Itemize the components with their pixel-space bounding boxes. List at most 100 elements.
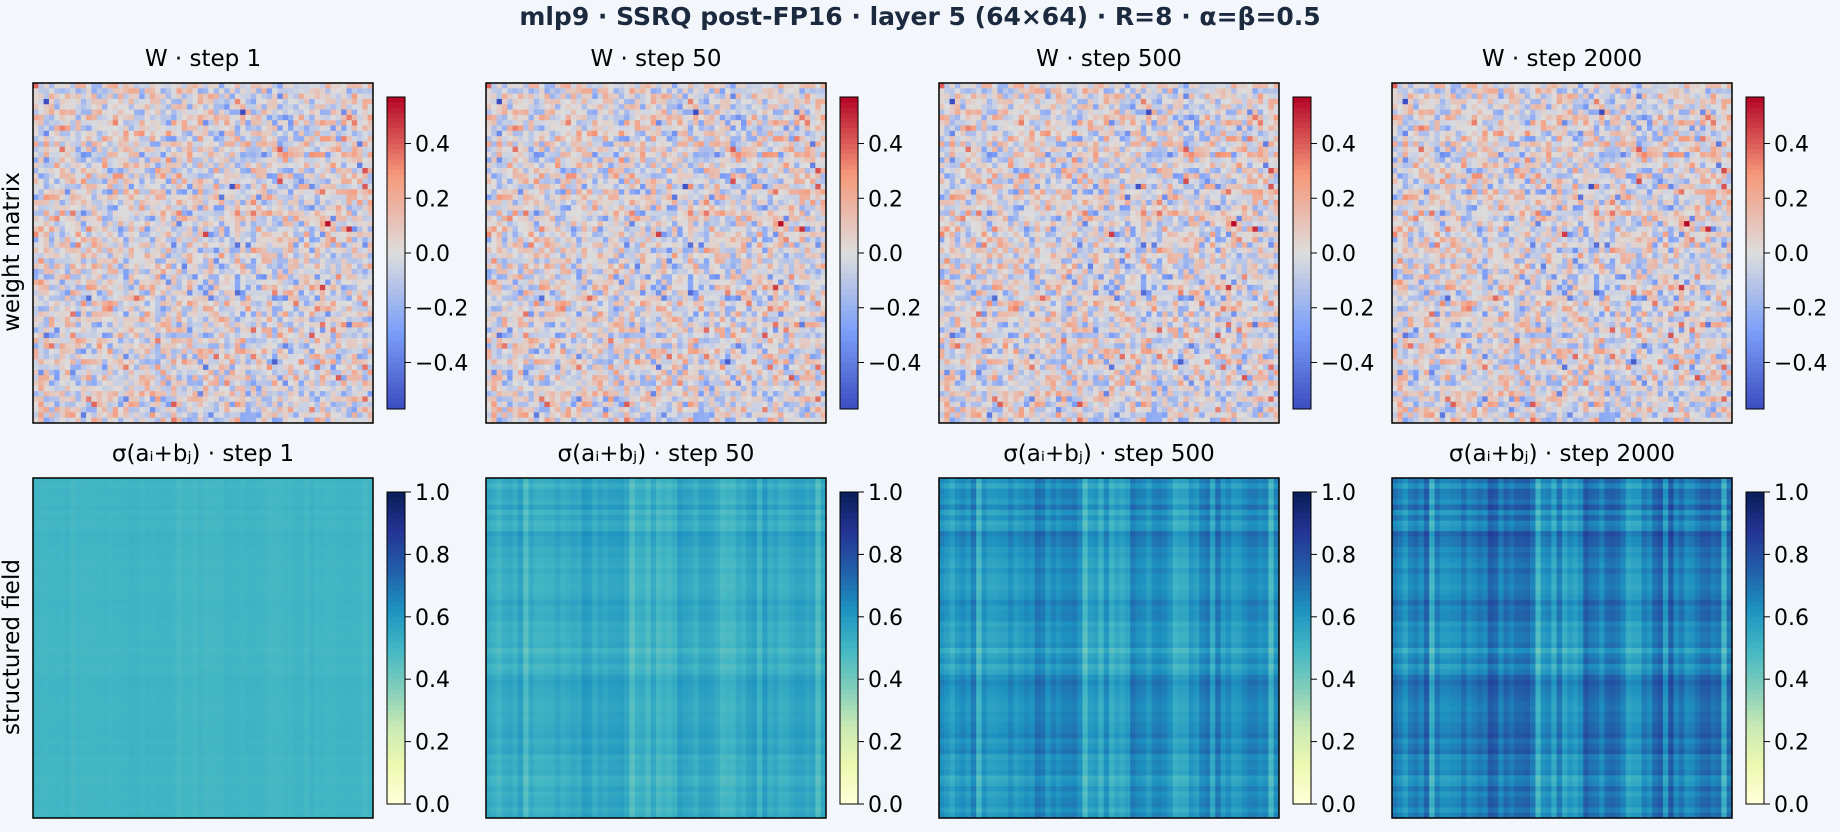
- heatmap-cell: [261, 130, 268, 137]
- colorbar-segment: [387, 102, 405, 108]
- heatmap-cell: [272, 353, 278, 360]
- heatmap-cell: [634, 114, 641, 121]
- heatmap-cell: [517, 83, 524, 89]
- heatmap-cell: [112, 268, 119, 275]
- heatmap-cell: [91, 199, 98, 206]
- heatmap-cell: [64, 369, 71, 376]
- heatmap-cell: [155, 417, 161, 424]
- heatmap-cell: [70, 311, 76, 318]
- heatmap-cell: [277, 125, 284, 132]
- heatmap-cell: [351, 327, 358, 334]
- heatmap-cell: [245, 157, 252, 164]
- heatmap-cell: [181, 125, 188, 132]
- heatmap-cell: [80, 311, 87, 318]
- heatmap-cell: [714, 125, 721, 132]
- heatmap-cell: [38, 369, 44, 376]
- heatmap-cell: [507, 109, 513, 116]
- heatmap-cell: [282, 125, 289, 132]
- heatmap-cell: [245, 353, 252, 360]
- heatmap-cell: [38, 152, 44, 158]
- heatmap-cell: [325, 88, 331, 94]
- heatmap-cell: [346, 237, 353, 243]
- heatmap-cell: [309, 300, 315, 307]
- heatmap-cell: [581, 125, 588, 132]
- heatmap-cell: [181, 183, 188, 190]
- heatmap-cell: [64, 407, 71, 413]
- heatmap-cell: [43, 199, 50, 206]
- heatmap-cell: [149, 359, 156, 365]
- heatmap-cell: [54, 268, 60, 275]
- heatmap-cell: [288, 189, 294, 195]
- heatmap-cell: [309, 284, 315, 291]
- heatmap-cell: [362, 359, 369, 365]
- heatmap-cell: [33, 152, 39, 158]
- heatmap-cell: [38, 173, 44, 179]
- heatmap-cell: [70, 391, 76, 397]
- heatmap-cell: [288, 98, 294, 105]
- heatmap-cell: [341, 311, 347, 318]
- heatmap-cell: [319, 210, 326, 217]
- heatmap-cell: [33, 407, 39, 413]
- heatmap-cell: [75, 322, 82, 328]
- heatmap-cell: [91, 136, 98, 142]
- heatmap-cell: [133, 215, 140, 222]
- heatmap-cell: [33, 168, 39, 174]
- heatmap-cell: [367, 226, 374, 233]
- heatmap-cell: [171, 242, 177, 249]
- panel-title: σ(aᵢ+bⱼ) · step 2000: [1392, 441, 1732, 467]
- heatmap-cell: [523, 125, 529, 132]
- heatmap-cell: [362, 178, 369, 185]
- heatmap-cell: [229, 168, 236, 174]
- heatmap-cell: [43, 168, 50, 174]
- heatmap-cell: [261, 215, 268, 222]
- heatmap-cell: [682, 141, 689, 148]
- heatmap-cell: [272, 348, 278, 355]
- heatmap-cell: [245, 263, 252, 270]
- heatmap-cell: [528, 146, 535, 153]
- heatmap-cell: [288, 375, 294, 381]
- heatmap-cell: [586, 146, 593, 153]
- heatmap-cell: [160, 157, 167, 164]
- heatmap-cell: [309, 231, 315, 238]
- heatmap-cell: [149, 146, 156, 153]
- heatmap-cell: [288, 226, 294, 233]
- heatmap-cell: [64, 98, 71, 105]
- colorbar-segment: [387, 393, 405, 399]
- heatmap-cell: [80, 332, 87, 339]
- heatmap-cell: [555, 141, 561, 148]
- heatmap-cell: [325, 183, 331, 190]
- heatmap-cell: [330, 268, 337, 275]
- heatmap-cell: [102, 322, 108, 328]
- heatmap-cell: [309, 353, 315, 360]
- heatmap-cell: [245, 364, 252, 371]
- heatmap-cell: [357, 268, 363, 275]
- heatmap-cell: [288, 199, 294, 206]
- heatmap-cell: [314, 401, 321, 408]
- heatmap-cell: [59, 178, 66, 185]
- heatmap-cell: [346, 385, 353, 392]
- heatmap-cell: [693, 104, 699, 110]
- heatmap-cell: [213, 199, 220, 206]
- heatmap-cell: [330, 343, 337, 349]
- heatmap-cell: [38, 359, 44, 365]
- heatmap-cell: [123, 152, 129, 158]
- heatmap-cell: [96, 83, 103, 89]
- heatmap-cell: [346, 104, 353, 110]
- heatmap-cell: [544, 83, 551, 89]
- colorbar-tick-label: 0.2: [415, 187, 450, 212]
- heatmap-cell: [171, 391, 177, 397]
- heatmap-cell: [298, 120, 305, 126]
- heatmap-cell: [187, 353, 193, 360]
- heatmap-cell: [234, 364, 241, 371]
- heatmap-cell: [165, 279, 172, 286]
- heatmap-cell: [80, 93, 87, 100]
- heatmap-cell: [171, 284, 177, 291]
- heatmap-cell: [272, 322, 278, 328]
- heatmap-cell: [224, 300, 230, 307]
- heatmap-cell: [213, 274, 220, 280]
- heatmap-cell: [38, 348, 44, 355]
- heatmap-cell: [245, 391, 252, 397]
- heatmap-cell: [767, 109, 774, 116]
- heatmap-cell: [149, 237, 156, 243]
- heatmap-cell: [75, 226, 82, 233]
